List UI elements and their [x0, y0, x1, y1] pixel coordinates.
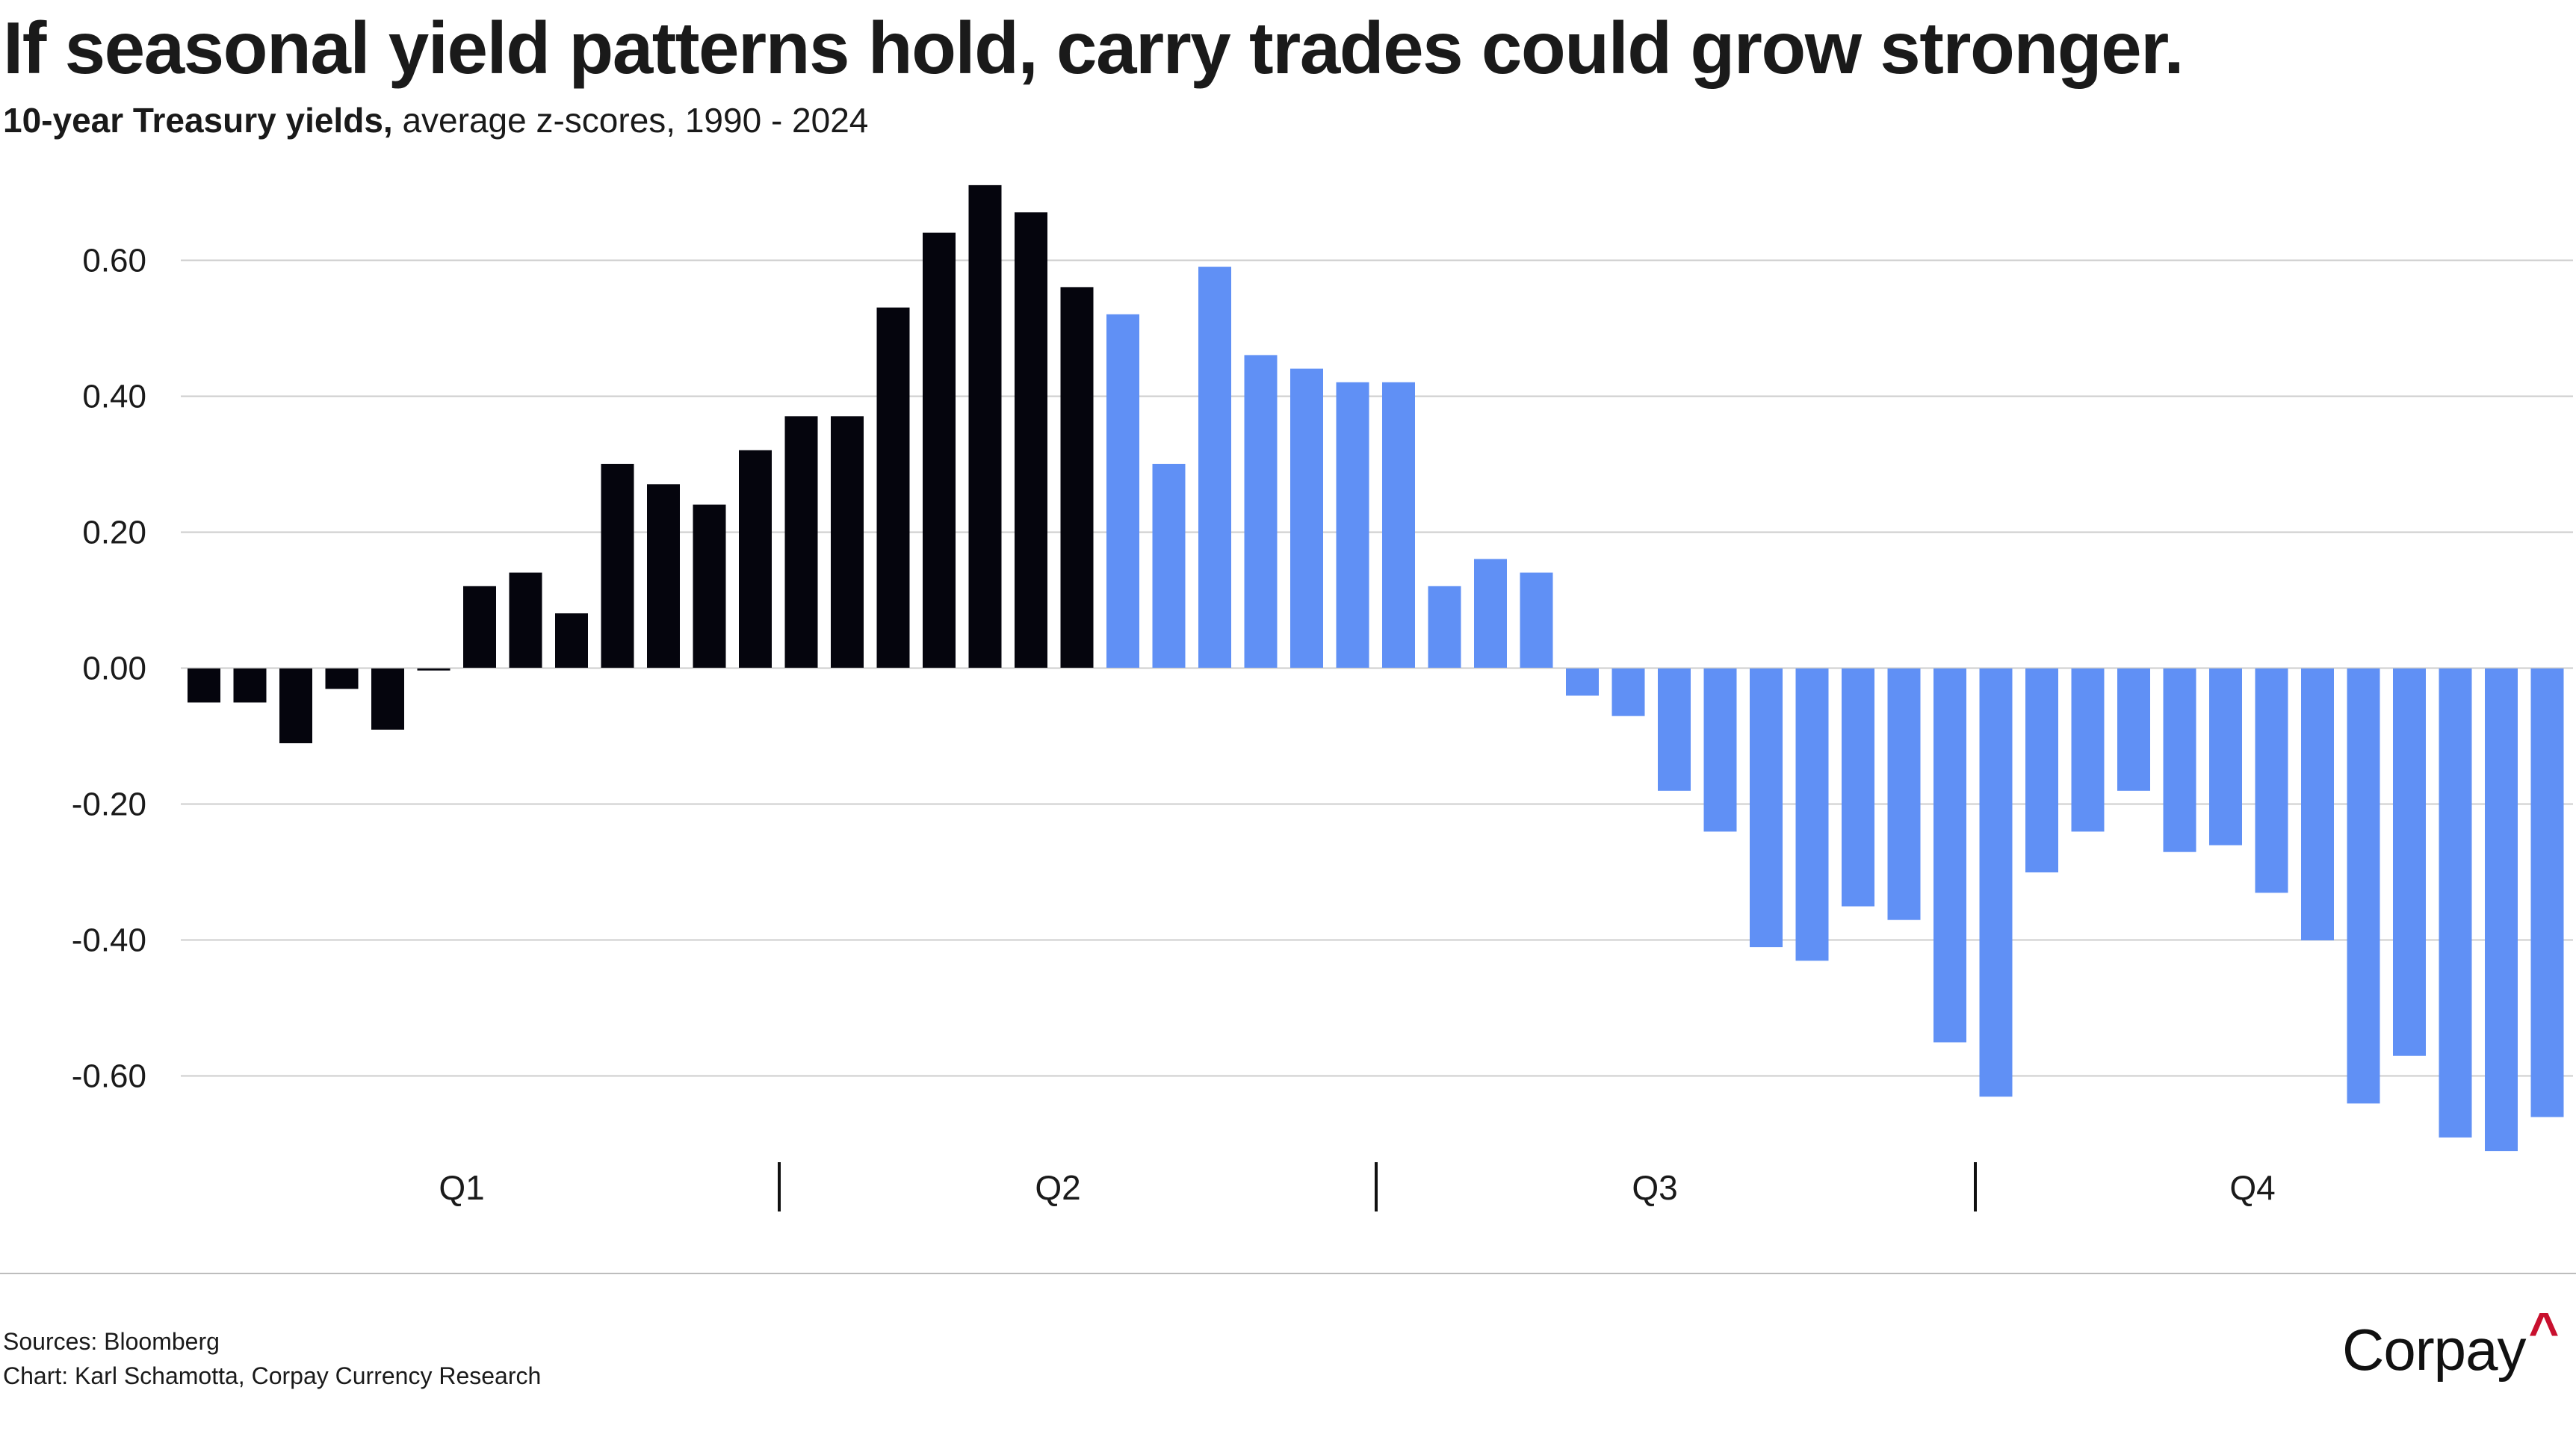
bar — [1198, 267, 1231, 668]
logo-wordmark: Corpay — [2342, 1317, 2526, 1383]
bar — [647, 484, 680, 668]
bar — [739, 450, 772, 668]
chart-title: If seasonal yield patterns hold, carry t… — [3, 7, 2185, 89]
bar — [2209, 668, 2242, 845]
bar — [325, 668, 359, 689]
sources-note: Sources: Bloomberg — [3, 1328, 220, 1355]
bar — [1520, 572, 1553, 668]
bar — [2485, 668, 2518, 1152]
bar — [1474, 559, 1507, 668]
bar — [693, 504, 726, 668]
bar — [417, 668, 451, 671]
bar — [1244, 355, 1278, 668]
subtitle-rest: average z-scores, 1990 - 2024 — [392, 101, 869, 140]
bar — [1566, 668, 1599, 696]
bar — [601, 464, 634, 668]
bar — [233, 668, 267, 703]
bar — [1428, 586, 1461, 668]
y-axis: 0.60 0.40 0.20 0.00 -0.20 -0.40 -0.60 — [72, 243, 146, 1095]
chart-credit: Chart: Karl Schamotta, Corpay Currency R… — [3, 1362, 542, 1389]
bar — [2025, 668, 2058, 872]
y-tick-label: -0.40 — [72, 922, 146, 959]
bar — [1658, 668, 1691, 791]
bar — [2117, 668, 2150, 791]
bars — [188, 184, 2564, 1152]
bar — [923, 232, 956, 668]
bar — [509, 572, 542, 668]
gridlines — [181, 259, 2573, 1077]
bar — [1703, 668, 1737, 832]
bar — [1336, 382, 1369, 668]
bar — [1106, 314, 1139, 668]
bar — [555, 613, 588, 668]
bar — [2301, 668, 2334, 940]
bar — [1015, 212, 1047, 668]
bar — [1887, 668, 1921, 920]
y-tick-label: 0.40 — [82, 379, 146, 415]
bar — [1933, 668, 1966, 1043]
bar — [2163, 668, 2196, 852]
y-tick-label: 0.00 — [82, 651, 146, 687]
y-tick-label: -0.20 — [72, 786, 146, 823]
bar — [1290, 368, 1323, 668]
corpay-logo: Corpay^ — [2342, 1302, 2559, 1384]
bar — [2071, 668, 2105, 832]
subtitle-bold: 10-year Treasury yields, — [3, 101, 393, 140]
bar — [1979, 668, 2013, 1097]
quarter-label: Q1 — [439, 1168, 484, 1207]
bar — [1152, 464, 1186, 668]
bar — [876, 307, 910, 668]
bar — [968, 184, 1002, 668]
bar — [188, 668, 220, 703]
bar — [1382, 382, 1415, 668]
bar — [2393, 668, 2426, 1056]
bar — [1060, 287, 1094, 668]
bar — [2439, 668, 2472, 1138]
caret-icon: ^ — [2528, 1302, 2559, 1360]
bar — [2255, 668, 2288, 893]
y-tick-label: 0.60 — [82, 243, 146, 279]
quarter-label: Q4 — [2229, 1168, 2275, 1207]
bar — [1842, 668, 1874, 907]
bar — [2347, 668, 2380, 1104]
footer-separator — [0, 1273, 2576, 1274]
bar — [1795, 668, 1829, 961]
quarter-label: Q2 — [1035, 1168, 1080, 1207]
bar — [279, 668, 312, 744]
y-tick-label: -0.60 — [72, 1058, 146, 1095]
bar — [1611, 668, 1645, 716]
y-tick-label: 0.20 — [82, 515, 146, 551]
bar — [463, 586, 496, 668]
bar — [1750, 668, 1783, 948]
bar — [2530, 668, 2564, 1117]
bar — [784, 416, 818, 668]
chart-subtitle: 10-year Treasury yields, average z-score… — [3, 100, 868, 140]
bar — [831, 416, 864, 668]
bar — [371, 668, 404, 730]
x-axis: Q1 Q2 Q3 Q4 — [439, 1162, 2276, 1211]
bar-chart: 0.60 0.40 0.20 0.00 -0.20 -0.40 -0.60 Q1 Q2 Q3 Q4 — [72, 184, 2573, 1211]
quarter-label: Q3 — [1632, 1168, 1677, 1207]
